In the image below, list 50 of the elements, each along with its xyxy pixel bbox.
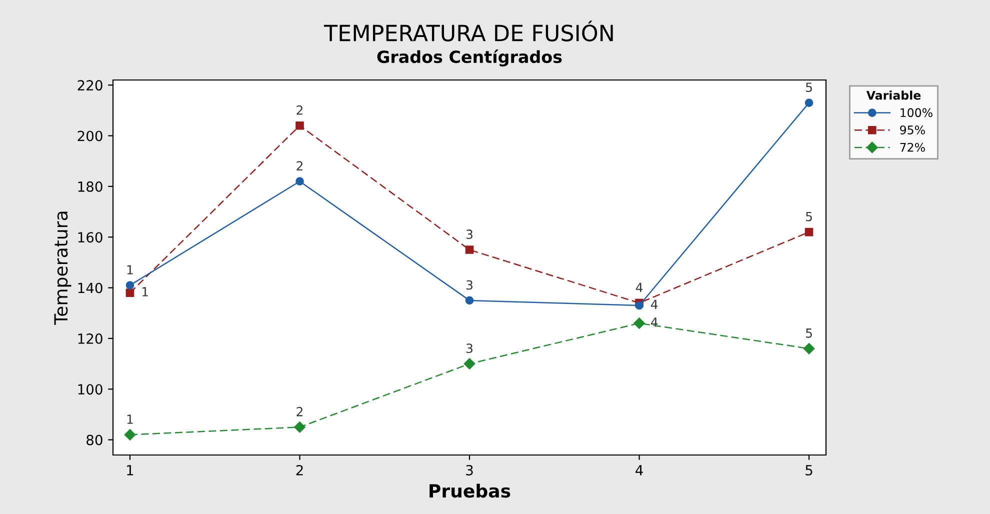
x-tick-label: 3 xyxy=(466,464,473,476)
point xyxy=(635,301,644,310)
x-axis-title: Pruebas xyxy=(430,484,510,498)
annotation: 4 xyxy=(650,300,658,309)
point xyxy=(804,98,814,107)
annotation: 1 xyxy=(142,287,148,296)
annotation: 4 xyxy=(650,318,658,327)
annotation: 3 xyxy=(466,344,472,354)
annotation: 2 xyxy=(296,406,302,416)
x-tick-label: 5 xyxy=(806,465,812,476)
point xyxy=(803,342,815,354)
annotation: 4 xyxy=(636,282,643,292)
annotation: 2 xyxy=(296,161,302,170)
point xyxy=(126,288,134,298)
y-tick-label: 200 xyxy=(78,130,102,142)
chart-title: TEMPERATURA DE FUSIÓN xyxy=(324,20,613,42)
y-tick-label: 120 xyxy=(78,333,102,344)
annotation: 5 xyxy=(806,328,812,338)
annotation: 5 xyxy=(806,82,812,92)
annotation: 5 xyxy=(806,212,812,222)
legend-label: 95% xyxy=(900,125,925,134)
point xyxy=(465,246,474,254)
point xyxy=(464,358,476,370)
y-tick-label: 80 xyxy=(86,434,102,446)
legend-label: 72% xyxy=(900,142,925,152)
y-tick-label: 180 xyxy=(78,181,102,192)
y-axis-title: Temperatura xyxy=(54,212,72,325)
annotation: 1 xyxy=(127,414,133,424)
y-tick-label: 140 xyxy=(78,282,102,294)
legend-title: Variable xyxy=(866,90,921,100)
point xyxy=(294,422,306,433)
annotation: 3 xyxy=(466,280,472,290)
x-tick-label: 2 xyxy=(296,464,303,476)
point xyxy=(465,296,474,305)
x-tick-label: 1 xyxy=(127,465,134,476)
chart-subtitle: Grados Centígrados xyxy=(377,50,562,66)
point xyxy=(124,429,136,440)
y-tick-label: 160 xyxy=(78,232,102,243)
point xyxy=(634,318,645,329)
point xyxy=(296,121,304,130)
point xyxy=(804,228,814,236)
y-tick-label: 100 xyxy=(78,384,102,395)
x-tick-label: 4 xyxy=(636,465,643,476)
annotation: 1 xyxy=(127,265,133,274)
annotation: 2 xyxy=(296,105,302,115)
legend-label: 100% xyxy=(900,108,932,118)
y-tick-label: 220 xyxy=(78,80,102,91)
annotation: 3 xyxy=(466,230,472,240)
point xyxy=(296,177,304,186)
point xyxy=(126,281,134,290)
